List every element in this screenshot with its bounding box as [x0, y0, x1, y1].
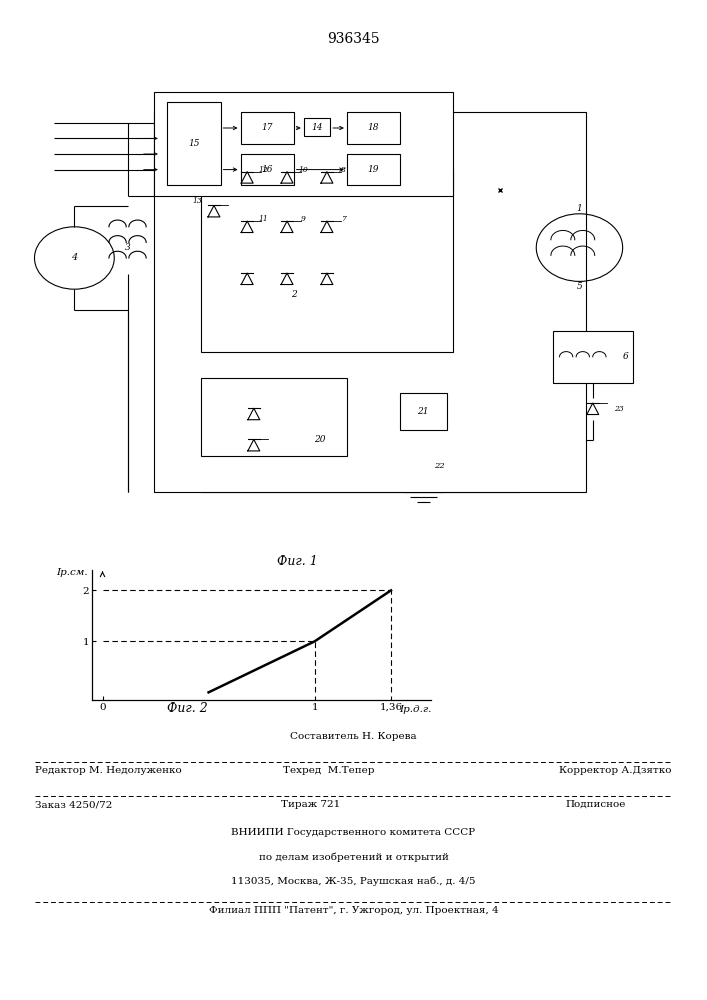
Text: 16: 16 — [262, 165, 273, 174]
Text: Тираж 721: Тираж 721 — [281, 800, 341, 809]
Text: по делам изобретений и открытий: по делам изобретений и открытий — [259, 852, 448, 861]
Text: Ір.см.: Ір.см. — [56, 568, 88, 577]
Bar — [240, 112, 293, 144]
Bar — [553, 331, 633, 383]
Bar — [154, 92, 453, 196]
Text: Филиал ППП "Патент", г. Ужгород, ул. Проектная, 4: Филиал ППП "Патент", г. Ужгород, ул. Про… — [209, 906, 498, 915]
Text: Подписное: Подписное — [566, 800, 626, 809]
Text: 8: 8 — [341, 166, 346, 174]
Text: Корректор А.Дзятко: Корректор А.Дзятко — [559, 766, 672, 775]
Text: Ір.д.г.: Ір.д.г. — [399, 705, 431, 714]
Text: Техред  М.Тепер: Техред М.Тепер — [283, 766, 374, 775]
Text: 9: 9 — [301, 215, 306, 223]
Text: 13: 13 — [192, 197, 202, 205]
Text: Редактор М. Недолуженко: Редактор М. Недолуженко — [35, 766, 182, 775]
Text: 2: 2 — [291, 290, 296, 299]
Text: 6: 6 — [623, 352, 629, 361]
Text: 1: 1 — [577, 204, 583, 213]
Bar — [347, 154, 400, 185]
Text: 12: 12 — [259, 166, 269, 174]
Text: 23: 23 — [614, 405, 624, 413]
Bar — [347, 112, 400, 144]
Text: 21: 21 — [418, 407, 429, 416]
Text: 7: 7 — [341, 215, 346, 223]
Text: 5: 5 — [577, 282, 583, 291]
Text: Фиг. 2: Фиг. 2 — [167, 702, 208, 715]
Text: 113035, Москва, Ж-35, Раушская наб., д. 4/5: 113035, Москва, Ж-35, Раушская наб., д. … — [231, 876, 476, 886]
Text: 20: 20 — [315, 436, 326, 444]
Text: ВНИИПИ Государственного комитета СССР: ВНИИПИ Государственного комитета СССР — [231, 828, 476, 837]
Text: 11: 11 — [259, 215, 269, 223]
Text: Заказ 4250/72: Заказ 4250/72 — [35, 800, 112, 809]
Bar — [400, 393, 447, 430]
Text: 22: 22 — [435, 462, 445, 470]
Bar — [303, 118, 330, 136]
Text: 4: 4 — [71, 253, 78, 262]
Bar — [201, 378, 347, 456]
Text: 19: 19 — [368, 165, 379, 174]
Text: 14: 14 — [311, 123, 322, 132]
Text: 17: 17 — [262, 123, 273, 132]
Text: 15: 15 — [188, 139, 200, 148]
Text: Составитель Н. Корева: Составитель Н. Корева — [290, 732, 417, 741]
Text: 936345: 936345 — [327, 32, 380, 46]
Text: Фиг. 1: Фиг. 1 — [276, 555, 317, 568]
Bar — [154, 112, 586, 492]
Bar — [168, 102, 221, 185]
Bar — [201, 170, 453, 352]
Text: 3: 3 — [124, 243, 130, 252]
Text: 10: 10 — [299, 166, 308, 174]
Bar — [240, 154, 293, 185]
Text: 18: 18 — [368, 123, 379, 132]
